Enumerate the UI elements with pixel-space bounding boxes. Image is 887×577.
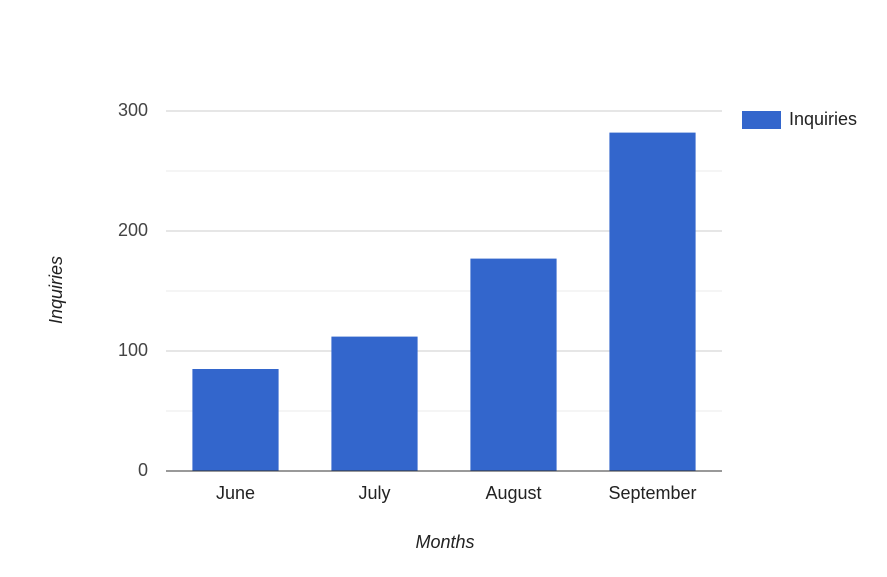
- y-tick-label: 200: [118, 220, 148, 240]
- legend-swatch: [742, 111, 781, 129]
- x-tick-label: August: [485, 483, 541, 503]
- x-axis-title: Months: [415, 532, 474, 552]
- bar: [192, 369, 279, 471]
- y-tick-label: 300: [118, 100, 148, 120]
- bar: [609, 132, 696, 471]
- y-tick-label: 0: [138, 460, 148, 480]
- bar: [331, 336, 418, 471]
- x-tick-label: July: [358, 483, 390, 503]
- legend-label: Inquiries: [789, 109, 857, 129]
- x-tick-label: September: [608, 483, 696, 503]
- bar: [470, 258, 557, 471]
- y-axis-title: Inquiries: [46, 256, 66, 324]
- y-tick-label: 100: [118, 340, 148, 360]
- x-tick-label: June: [216, 483, 255, 503]
